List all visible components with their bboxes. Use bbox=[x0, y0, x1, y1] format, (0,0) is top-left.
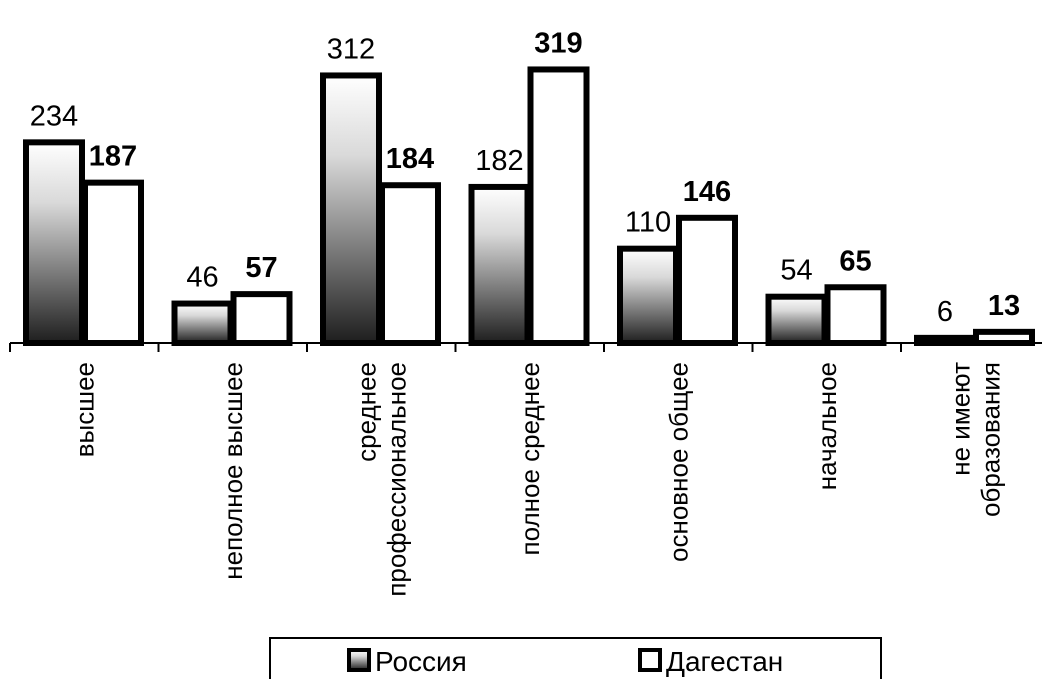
category-label: основное общее bbox=[663, 362, 693, 562]
category-labels-layer: высшее неполное высшее среднее профессионал… bbox=[69, 362, 1005, 597]
bar-russia bbox=[914, 334, 976, 347]
bar-dagestan bbox=[973, 328, 1035, 347]
value-label-russia: 182 bbox=[475, 145, 523, 177]
legend-swatch-russia bbox=[347, 648, 371, 672]
value-label-dagestan: 184 bbox=[386, 143, 434, 175]
value-label-dagestan: 13 bbox=[988, 290, 1020, 322]
legend-label-dagestan: Дагестан bbox=[666, 646, 783, 677]
bar-dagestan bbox=[82, 179, 144, 346]
bar-russia bbox=[171, 300, 234, 346]
value-label-russia: 234 bbox=[30, 100, 78, 132]
category-label: профессиональное bbox=[381, 362, 411, 597]
category-label: образования bbox=[975, 362, 1005, 517]
value-label-dagestan: 65 bbox=[839, 245, 871, 277]
value-label-dagestan: 187 bbox=[89, 141, 137, 173]
legend-frame bbox=[269, 637, 882, 679]
bar-dagestan bbox=[824, 284, 887, 347]
value-label-russia: 6 bbox=[937, 296, 953, 328]
category-label: высшее bbox=[69, 362, 99, 457]
bar-russia bbox=[765, 293, 828, 347]
category-label: среднее bbox=[351, 362, 381, 462]
bar-dagestan bbox=[230, 291, 293, 346]
bar-dagestan bbox=[527, 66, 590, 347]
bars-layer bbox=[23, 66, 1035, 347]
bar-dagestan bbox=[676, 214, 738, 346]
legend: Россия Дагестан bbox=[269, 637, 882, 679]
bar-russia bbox=[320, 72, 382, 347]
value-labels-layer: 234 187 46 57 312 184 182 319 110 146 54 65 6 13 bbox=[30, 27, 1020, 327]
bar-russia bbox=[23, 139, 85, 346]
value-label-dagestan: 319 bbox=[534, 27, 582, 59]
value-label-russia: 110 bbox=[625, 207, 671, 239]
legend-label-russia: Россия bbox=[375, 646, 467, 677]
value-label-dagestan: 57 bbox=[245, 252, 277, 284]
category-label: начальное bbox=[812, 362, 842, 490]
value-label-russia: 54 bbox=[780, 255, 812, 287]
value-label-dagestan: 146 bbox=[683, 176, 731, 208]
bar-russia bbox=[617, 245, 679, 346]
legend-swatch-dagestan bbox=[638, 648, 662, 672]
bar-dagestan bbox=[379, 182, 441, 346]
category-label: неполное высшее bbox=[218, 362, 248, 580]
category-label: полное среднее bbox=[515, 362, 545, 555]
category-label: не имеют bbox=[945, 362, 975, 476]
value-label-russia: 46 bbox=[186, 262, 218, 294]
value-label-russia: 312 bbox=[327, 33, 375, 65]
bar-russia bbox=[468, 183, 531, 346]
